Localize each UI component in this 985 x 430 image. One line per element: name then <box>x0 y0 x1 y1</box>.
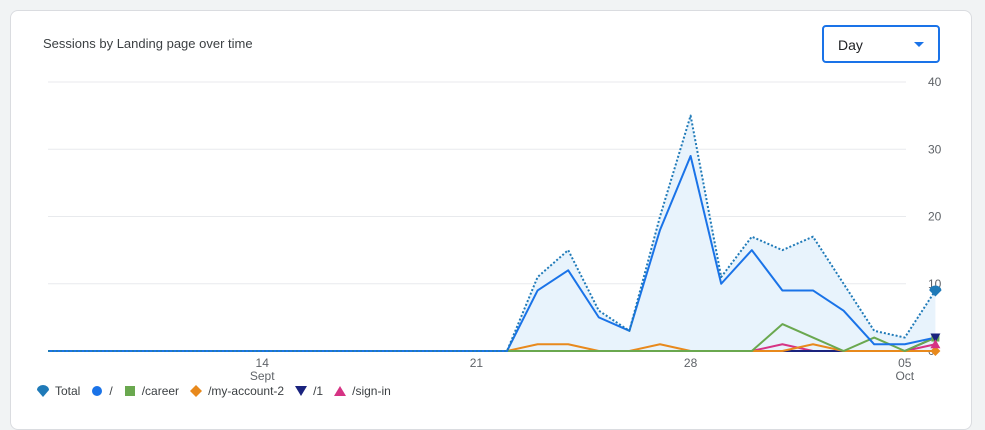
series-end-marker-sign-in <box>930 339 941 349</box>
series-line-total <box>48 114 937 352</box>
x-tick-label: 28 <box>684 356 698 370</box>
legend-item-career[interactable]: /career <box>123 384 179 398</box>
legend-marker-square-icon <box>124 386 135 396</box>
x-tick-sublabel: Sept <box>250 369 275 383</box>
legend-label: /career <box>141 384 180 398</box>
y-tick-label: 30 <box>928 142 942 156</box>
chart-title: Sessions by Landing page over time <box>43 36 253 51</box>
legend-marker-triangle-down-icon <box>295 386 308 396</box>
legend-marker-pin-icon <box>37 385 49 397</box>
legend-label: Total <box>55 384 81 398</box>
series-end-marker-total <box>929 285 942 297</box>
series-line-root <box>48 154 936 352</box>
legend-label: /1 <box>313 384 324 398</box>
y-tick-label: 20 <box>928 210 942 224</box>
x-tick-label: 21 <box>470 356 484 370</box>
caret-down-icon <box>914 42 924 47</box>
legend-item-total[interactable]: Total <box>36 384 80 398</box>
granularity-dropdown-value: Day <box>838 37 863 53</box>
legend-label: /sign-in <box>352 384 391 398</box>
granularity-dropdown[interactable]: Day <box>822 25 940 63</box>
chart-card: Sessions by Landing page over time Day <box>10 10 972 430</box>
legend-label: / <box>109 384 113 398</box>
legend-item-1[interactable]: /1 <box>294 384 323 398</box>
chart-legend: Total / /career/my-account-2/1/sign-in <box>36 384 401 398</box>
legend-item-sign-in[interactable]: /sign-in <box>333 384 391 398</box>
legend-marker-diamond-icon <box>190 385 203 397</box>
legend-marker-triangle-up-icon <box>334 386 347 396</box>
total-area-fill <box>48 115 936 351</box>
legend-label: /my-account-2 <box>208 384 285 398</box>
series-end-marker-my-account-2 <box>930 346 941 356</box>
x-tick-sublabel: Oct <box>895 369 914 383</box>
series-end-marker-1 <box>930 333 941 343</box>
legend-item-root[interactable]: / <box>90 384 113 398</box>
legend-marker-circle-icon <box>92 386 103 396</box>
x-tick-label: 05 <box>898 356 912 370</box>
y-tick-label: 40 <box>928 75 942 89</box>
x-tick-label: 14 <box>256 356 270 370</box>
legend-item-my-account-2[interactable]: /my-account-2 <box>189 384 284 398</box>
